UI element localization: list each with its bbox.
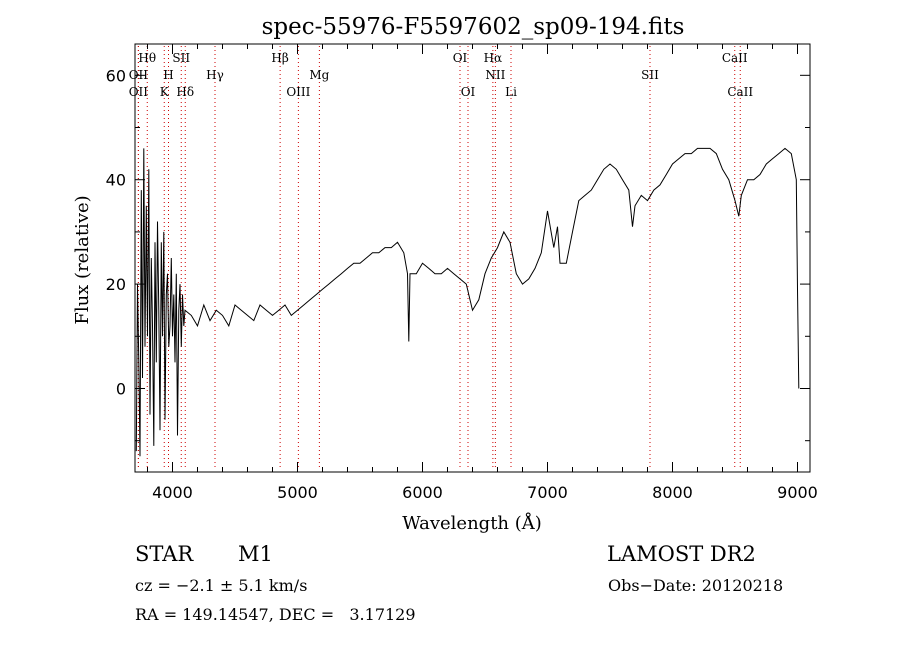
x-axis-ticks: 4000 5000 6000 7000 8000 9000 [147,44,818,502]
spectral-line-label: OI [461,85,476,99]
spectral-line-label: Mg [309,68,329,82]
spectral-line-label: CaII [722,51,748,65]
y-tick-label: 0 [116,379,126,398]
object-class: STAR [135,542,194,566]
chart-title: spec-55976-F5597602_sp09-194.fits [262,14,685,40]
object-subclass: M1 [238,542,273,566]
x-tick-label: 6000 [402,483,443,502]
x-tick-label: 7000 [527,483,568,502]
spectral-line-label: Hγ [206,68,224,82]
x-axis-label: Wavelength (Å) [402,512,542,534]
x-tick-label: 8000 [652,483,693,502]
spectral-line-label: H [163,68,173,82]
spectral-line-label: CaII [727,85,753,99]
y-tick-label: 20 [106,275,126,294]
spectral-line-label: Hθ [138,51,156,65]
plot-frame [134,43,811,473]
spectral-line-label: Hα [484,51,503,65]
y-tick-label: 40 [106,171,126,190]
spectral-line-label: NII [485,68,505,82]
spectrum-series-line [135,147,800,457]
spectral-line-label: SII [641,68,659,82]
spectral-line-label: OI [453,51,468,65]
x-tick-label: 9000 [777,483,818,502]
spectral-line-label: OII [129,85,149,99]
spectral-line-labels: HθOIIOIIHKSIIHδHγHβOIIIMgOIOIHαNIILiSIIC… [129,51,754,99]
spectral-line-label: Hδ [176,85,194,99]
spectral-line-label: Li [505,85,517,99]
x-tick-label: 5000 [277,483,318,502]
spectral-line-markers [137,46,741,470]
y-axis-label: Flux (relative) [72,195,93,324]
obs-date-text: Obs−Date: 20120218 [608,576,784,595]
x-tick-label: 4000 [152,483,193,502]
y-tick-label: 60 [106,66,126,85]
coordinates-text: RA = 149.14547, DEC = 3.17129 [135,605,416,624]
y-axis-ticks: 0 20 40 60 [106,66,810,442]
spectral-line-label: K [160,85,170,99]
redshift-text: cz = −2.1 ± 5.1 km/s [135,576,308,595]
spectral-line-label: SII [172,51,190,65]
survey-name: LAMOST DR2 [607,542,756,566]
spectral-line-label: Hβ [271,51,288,65]
spectral-line-label: OIII [286,85,310,99]
